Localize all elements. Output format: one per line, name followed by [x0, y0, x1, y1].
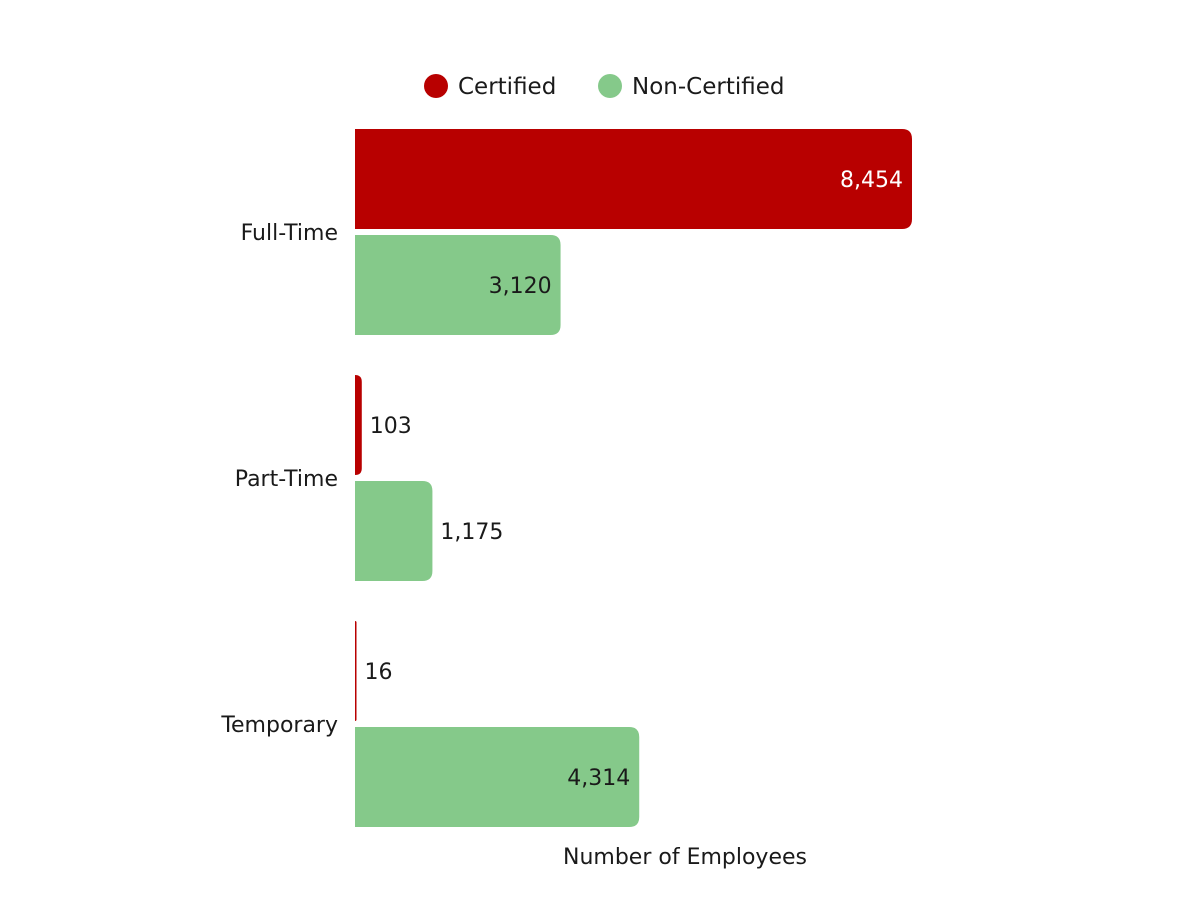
bar-part-time-certified: [355, 375, 362, 475]
data-label-temporary-non-certified: 4,314: [567, 766, 630, 791]
bar-temporary-certified: [355, 621, 357, 721]
data-label-part-time-non-certified: 1,175: [440, 520, 503, 545]
legend: Certified Non-Certified: [424, 74, 784, 100]
category-label-temporary: Temporary: [220, 713, 338, 738]
data-label-full-time-non-certified: 3,120: [489, 274, 552, 299]
category-label-part-time: Part-Time: [235, 467, 338, 492]
bars-group: 8,454 3,120 103 1,175 16 4,314: [355, 129, 912, 827]
data-label-temporary-certified: 16: [365, 660, 393, 685]
category-labels: Full-Time Part-Time Temporary: [220, 221, 338, 738]
data-label-full-time-certified: 8,454: [840, 168, 903, 193]
category-label-full-time: Full-Time: [241, 221, 338, 246]
legend-marker-non-certified: [598, 74, 622, 98]
bar-temporary-non-certified: [355, 727, 640, 827]
bar-full-time-certified: [355, 129, 912, 229]
bar-part-time-non-certified: [355, 481, 433, 581]
data-label-part-time-certified: 103: [370, 414, 412, 439]
legend-marker-certified: [424, 74, 448, 98]
legend-label-non-certified: Non-Certified: [632, 74, 784, 100]
legend-label-certified: Certified: [458, 74, 556, 100]
bar-full-time-non-certified: [355, 235, 561, 335]
x-axis-title: Number of Employees: [563, 845, 807, 870]
